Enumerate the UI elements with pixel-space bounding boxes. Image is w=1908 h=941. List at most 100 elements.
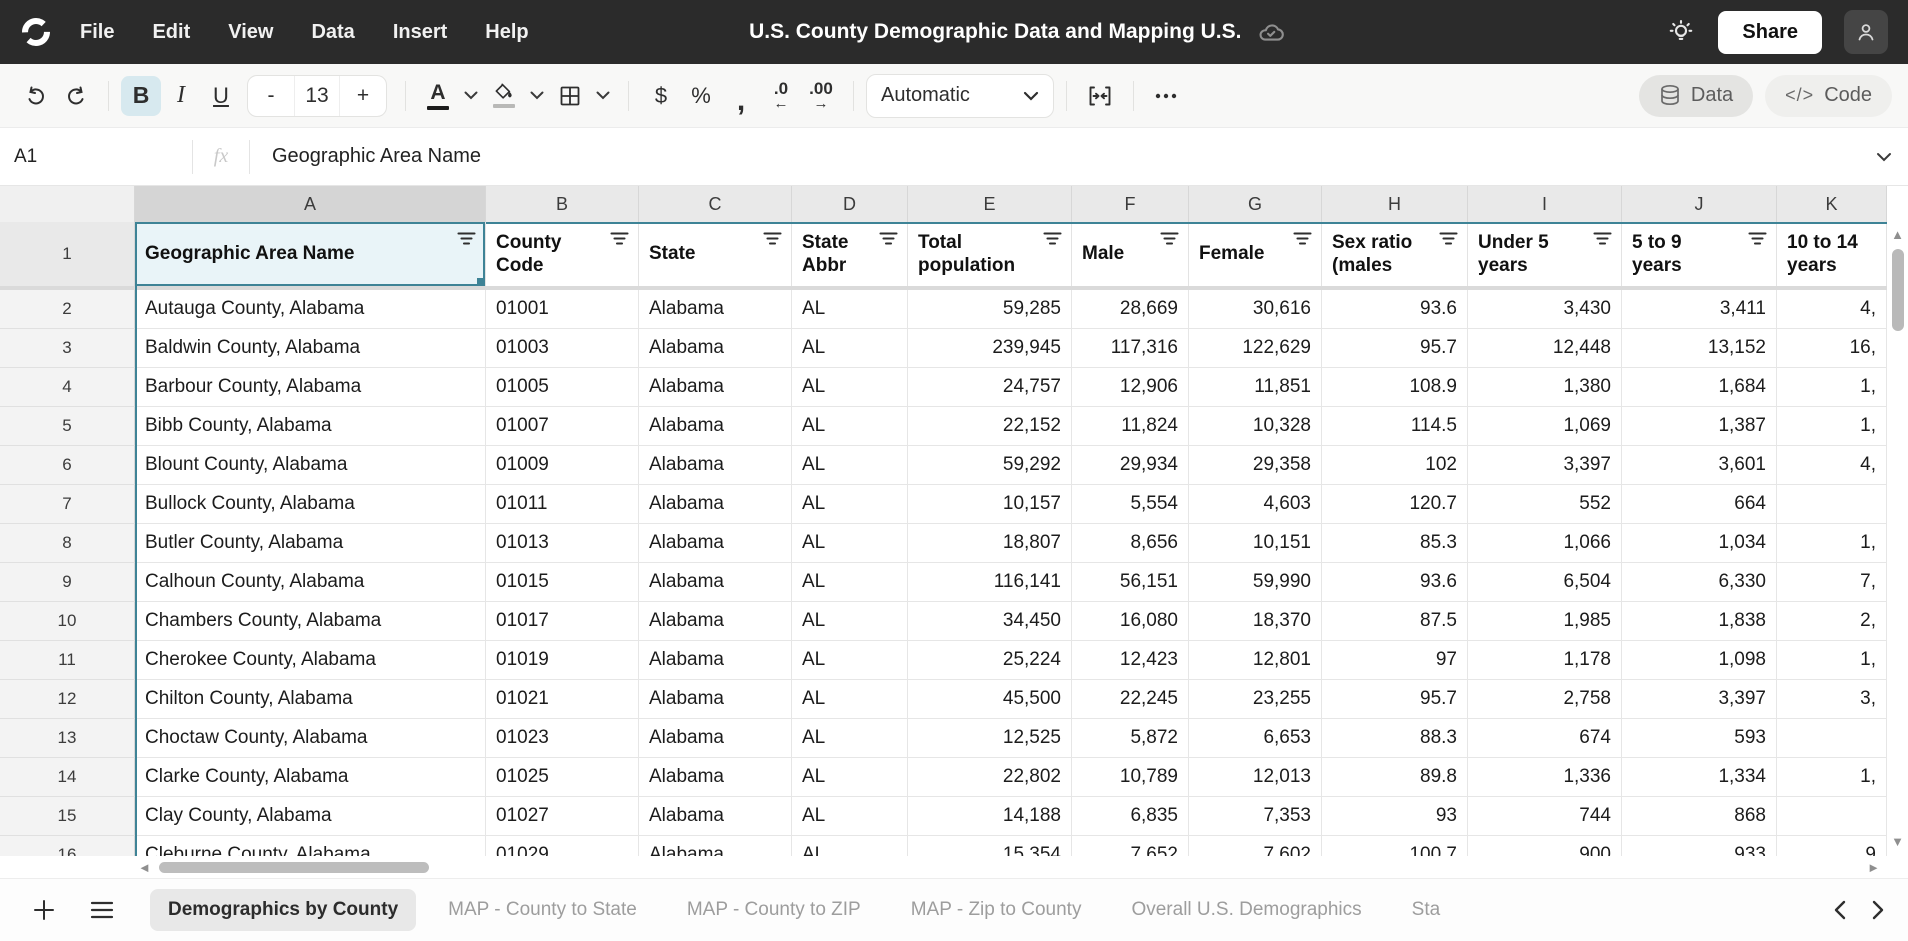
tabs-scroll-right-icon[interactable] [1872,900,1884,920]
cell-F11[interactable]: 12,423 [1072,641,1189,680]
menu-file[interactable]: File [80,20,115,43]
column-header-H[interactable]: H [1322,186,1468,222]
cell-I14[interactable]: 1,336 [1468,758,1622,797]
cell-B5[interactable]: 01007 [486,407,639,446]
cell-F15[interactable]: 6,835 [1072,797,1189,836]
cell-K15[interactable] [1777,797,1887,836]
cell-K9[interactable]: 7, [1777,563,1887,602]
cell-D8[interactable]: AL [792,524,908,563]
cell-I8[interactable]: 1,066 [1468,524,1622,563]
cell-E5[interactable]: 22,152 [908,407,1072,446]
sheet-tab-map-county-to-state[interactable]: MAP - County to State [448,899,637,920]
cell-E10[interactable]: 34,450 [908,602,1072,641]
cell-G16[interactable]: 7,602 [1189,836,1322,856]
cell-E11[interactable]: 25,224 [908,641,1072,680]
cell-G12[interactable]: 23,255 [1189,680,1322,719]
cell-E15[interactable]: 14,188 [908,797,1072,836]
cell-C8[interactable]: Alabama [639,524,792,563]
cell-B6[interactable]: 01009 [486,446,639,485]
cell-H11[interactable]: 97 [1322,641,1468,680]
vertical-scroll-thumb[interactable] [1891,249,1904,331]
cell-B15[interactable]: 01027 [486,797,639,836]
field-header-H[interactable]: Sex ratio (males [1322,222,1468,286]
cell-F7[interactable]: 5,554 [1072,485,1189,524]
cell-A4[interactable]: Barbour County, Alabama [135,368,486,407]
select-all-corner[interactable] [0,186,135,222]
sheet-tab-demographics-by-county[interactable]: Demographics by County [150,889,417,931]
cell-D11[interactable]: AL [792,641,908,680]
field-header-C[interactable]: State [639,222,792,286]
cell-F5[interactable]: 11,824 [1072,407,1189,446]
cell-F9[interactable]: 56,151 [1072,563,1189,602]
cell-B12[interactable]: 01021 [486,680,639,719]
underline-button[interactable]: U [201,76,241,116]
cell-K2[interactable]: 4, [1777,290,1887,329]
cell-A3[interactable]: Baldwin County, Alabama [135,329,486,368]
filter-icon[interactable] [1593,231,1612,246]
cell-K7[interactable] [1777,485,1887,524]
field-header-K[interactable]: 10 to 14 years [1777,222,1887,286]
row-number-9[interactable]: 9 [0,563,135,602]
cell-E6[interactable]: 59,292 [908,446,1072,485]
filter-icon[interactable] [1293,231,1312,246]
field-header-F[interactable]: Male [1072,222,1189,286]
filter-icon[interactable] [610,231,629,246]
column-header-J[interactable]: J [1622,186,1777,222]
avatar-button[interactable] [1844,10,1888,54]
document-title[interactable]: U.S. County Demographic Data and Mapping… [749,20,1242,43]
formula-bar-collapse-icon[interactable] [1876,152,1892,162]
cell-J13[interactable]: 593 [1622,719,1777,758]
cell-A9[interactable]: Calhoun County, Alabama [135,563,486,602]
cell-G7[interactable]: 4,603 [1189,485,1322,524]
cell-A6[interactable]: Blount County, Alabama [135,446,486,485]
cell-E12[interactable]: 45,500 [908,680,1072,719]
cell-G3[interactable]: 122,629 [1189,329,1322,368]
cell-H9[interactable]: 93.6 [1322,563,1468,602]
borders-button[interactable] [550,76,590,116]
cell-B3[interactable]: 01003 [486,329,639,368]
row-number-11[interactable]: 11 [0,641,135,680]
cell-K16[interactable]: 9 [1777,836,1887,856]
cell-C11[interactable]: Alabama [639,641,792,680]
column-header-F[interactable]: F [1072,186,1189,222]
cell-C3[interactable]: Alabama [639,329,792,368]
cell-A11[interactable]: Cherokee County, Alabama [135,641,486,680]
cell-C4[interactable]: Alabama [639,368,792,407]
menu-data[interactable]: Data [311,20,355,43]
cell-J9[interactable]: 6,330 [1622,563,1777,602]
column-header-B[interactable]: B [486,186,639,222]
cell-E3[interactable]: 239,945 [908,329,1072,368]
cell-J6[interactable]: 3,601 [1622,446,1777,485]
cell-H12[interactable]: 95.7 [1322,680,1468,719]
scroll-left-icon[interactable]: ◄ [138,859,151,875]
increase-decimal-button[interactable]: .00 → [801,76,841,116]
sheet-tab-map-county-to-zip[interactable]: MAP - County to ZIP [686,899,861,920]
cell-J10[interactable]: 1,838 [1622,602,1777,641]
row-number-12[interactable]: 12 [0,680,135,719]
cell-C14[interactable]: Alabama [639,758,792,797]
menu-edit[interactable]: Edit [152,20,191,43]
cell-G10[interactable]: 18,370 [1189,602,1322,641]
cell-G11[interactable]: 12,801 [1189,641,1322,680]
cell-J8[interactable]: 1,034 [1622,524,1777,563]
cell-H16[interactable]: 100.7 [1322,836,1468,856]
cell-K3[interactable]: 16, [1777,329,1887,368]
cell-F10[interactable]: 16,080 [1072,602,1189,641]
cell-H8[interactable]: 85.3 [1322,524,1468,563]
field-header-D[interactable]: State Abbr [792,222,908,286]
scroll-down-icon[interactable]: ▼ [1891,834,1904,849]
cell-J12[interactable]: 3,397 [1622,680,1777,719]
fx-icon[interactable]: fx [213,145,229,167]
field-header-I[interactable]: Under 5 years [1468,222,1622,286]
cell-I2[interactable]: 3,430 [1468,290,1622,329]
italic-button[interactable]: I [161,76,201,116]
decrease-decimal-button[interactable]: .0 ← [761,76,801,116]
cell-H15[interactable]: 93 [1322,797,1468,836]
cell-I11[interactable]: 1,178 [1468,641,1622,680]
cell-A12[interactable]: Chilton County, Alabama [135,680,486,719]
column-header-C[interactable]: C [639,186,792,222]
cell-F12[interactable]: 22,245 [1072,680,1189,719]
add-sheet-button[interactable] [24,890,64,930]
row-number-14[interactable]: 14 [0,758,135,797]
row-number-6[interactable]: 6 [0,446,135,485]
